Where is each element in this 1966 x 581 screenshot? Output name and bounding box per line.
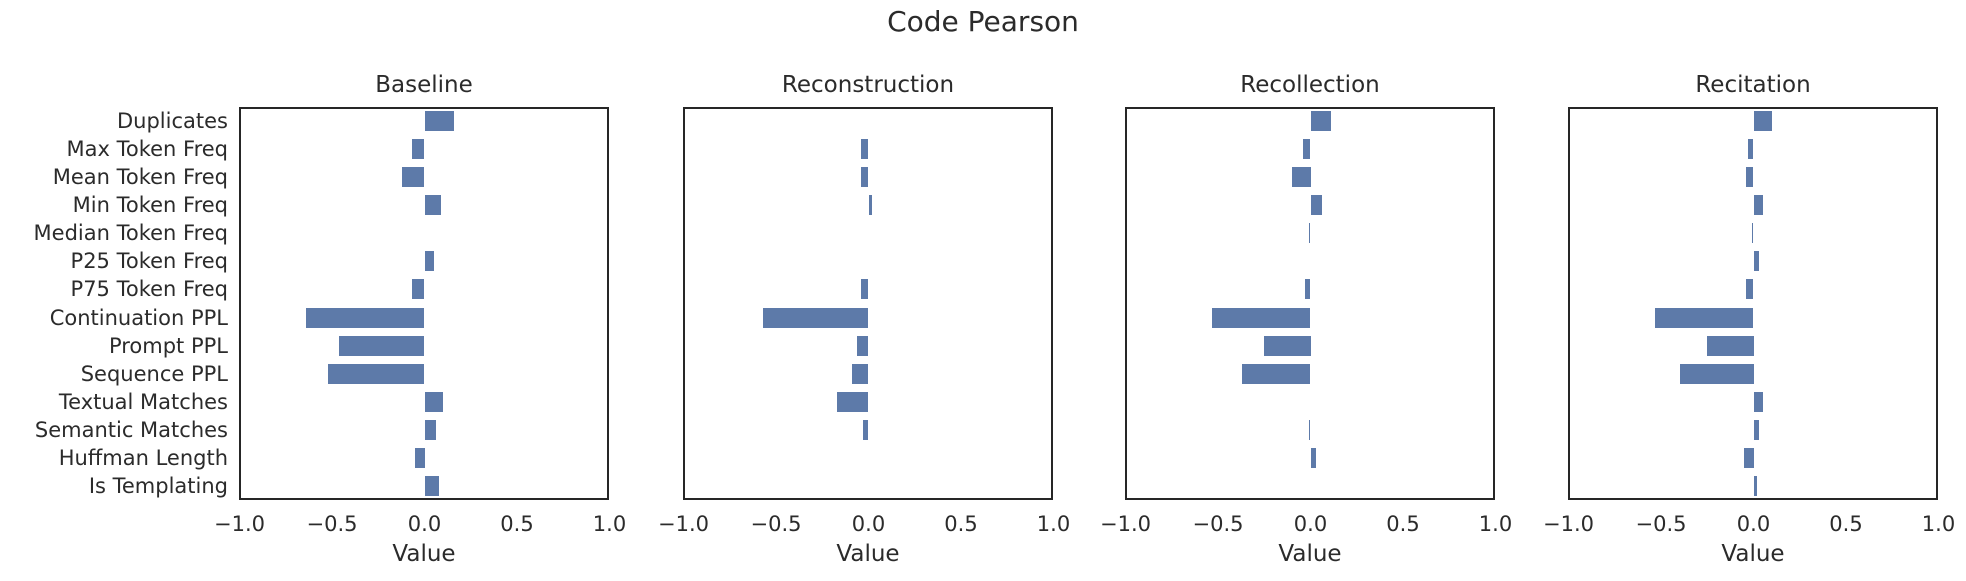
- y-tick-label: Huffman Length: [58, 445, 228, 470]
- y-tick-label: Max Token Freq: [66, 137, 229, 162]
- subplot-baseline: Baseline −1.0 −0.5 0.0 0.5 1.0 Value: [214, 0, 626, 581]
- bar-sequence-ppl: [851, 363, 869, 384]
- y-tick-label: Min Token Freq: [72, 193, 228, 218]
- y-tick-label: Duplicates: [117, 109, 228, 134]
- y-tick-label: Semantic Matches: [34, 417, 228, 442]
- x-tick-label: 1.0: [592, 512, 627, 536]
- bar-p25-token-freq: [424, 251, 434, 272]
- x-tick-label: 0.5: [1386, 512, 1420, 536]
- bar-min-token-freq: [868, 195, 873, 216]
- x-tick-label: 0.5: [500, 512, 534, 536]
- bar-min-token-freq: [1753, 195, 1763, 216]
- bar-huffman-length: [1310, 447, 1317, 468]
- y-tick-label: Sequence PPL: [80, 361, 228, 386]
- bar-p25-token-freq: [1753, 251, 1760, 272]
- x-tick-label: −1.0: [1100, 512, 1151, 536]
- bar-max-token-freq: [1303, 139, 1311, 160]
- plot-area: [1125, 107, 1495, 500]
- bar-semantic-matches: [862, 419, 869, 440]
- x-axis-label: Value: [836, 541, 900, 567]
- bar-p75-token-freq: [411, 279, 425, 300]
- subplot-title: Recitation: [1695, 72, 1811, 98]
- y-tick-label: Continuation PPL: [49, 305, 228, 330]
- bar-semantic-matches: [1753, 419, 1760, 440]
- x-tick-label: −0.5: [306, 512, 358, 536]
- bar-min-token-freq: [424, 195, 442, 216]
- bar-sequence-ppl: [1242, 363, 1311, 384]
- x-tick-label: −1.0: [1543, 512, 1594, 536]
- bar-mean-token-freq: [1746, 167, 1754, 188]
- y-tick-label: P75 Token Freq: [70, 277, 228, 302]
- bar-continuation-ppl: [1655, 307, 1754, 328]
- bar-prompt-ppl: [1264, 335, 1311, 356]
- plot-area: [239, 107, 609, 500]
- bar-semantic-matches: [1308, 419, 1311, 440]
- bar-p75-token-freq: [1746, 279, 1754, 300]
- x-tick-label: 0.5: [1829, 512, 1863, 536]
- bar-p75-token-freq: [1304, 279, 1311, 300]
- x-tick-label: 1.0: [1036, 512, 1071, 536]
- bar-mean-token-freq: [861, 167, 869, 188]
- bar-continuation-ppl: [763, 307, 869, 328]
- bar-p75-token-freq: [861, 279, 869, 300]
- x-tick-label: 0.0: [1293, 512, 1328, 536]
- bar-min-token-freq: [1310, 195, 1322, 216]
- subplot-recitation: Recitation −1.0 −0.5 0.0 0.5 1.0 Value: [1543, 0, 1955, 581]
- bar-median-token-freq: [1751, 223, 1754, 244]
- bar-duplicates: [1753, 111, 1772, 132]
- x-tick-label: −0.5: [1635, 512, 1687, 536]
- bar-duplicates: [424, 111, 455, 132]
- bar-textual-matches: [424, 391, 443, 412]
- x-tick-label: −0.5: [1192, 512, 1244, 536]
- x-tick-label: 1.0: [1921, 512, 1956, 536]
- y-tick-label: P25 Token Freq: [70, 249, 228, 274]
- bar-max-token-freq: [1747, 139, 1754, 160]
- y-tick-label: Textual Matches: [58, 389, 228, 414]
- bar-max-token-freq: [411, 139, 425, 160]
- y-tick-label: Median Token Freq: [33, 221, 228, 246]
- y-tick-label: Prompt PPL: [108, 333, 228, 358]
- bar-mean-token-freq: [1292, 167, 1311, 188]
- bar-continuation-ppl: [306, 307, 425, 328]
- bar-semantic-matches: [424, 419, 436, 440]
- bar-median-token-freq: [1308, 223, 1311, 244]
- x-tick-label: 1.0: [1478, 512, 1513, 536]
- x-tick-label: −1.0: [658, 512, 709, 536]
- y-tick-label: Is Templating: [88, 473, 228, 498]
- bar-huffman-length: [1744, 447, 1754, 468]
- bar-prompt-ppl: [857, 335, 869, 356]
- x-tick-label: 0.5: [944, 512, 978, 536]
- subplot-title: Baseline: [375, 72, 473, 98]
- x-tick-label: −0.5: [750, 512, 802, 536]
- y-tick-label: Mean Token Freq: [52, 165, 228, 190]
- plot-area: [683, 107, 1053, 500]
- subplot-title: Recollection: [1240, 72, 1380, 98]
- bar-sequence-ppl: [1679, 363, 1754, 384]
- bar-max-token-freq: [861, 139, 869, 160]
- bar-sequence-ppl: [328, 363, 425, 384]
- x-axis-label: Value: [1278, 541, 1342, 567]
- bar-is-templating: [1753, 475, 1758, 496]
- bar-duplicates: [1310, 111, 1331, 132]
- x-tick-label: 0.0: [407, 512, 442, 536]
- chart-title: Code Pearson: [887, 5, 1079, 38]
- subplot-recollection: Recollection −1.0 −0.5 0.0 0.5 1.0 Value: [1100, 0, 1512, 581]
- subplot-reconstruction: Reconstruction −1.0 −0.5 0.0 0.5 1.0 Value: [658, 0, 1070, 581]
- x-tick-label: 0.0: [1736, 512, 1771, 536]
- bar-textual-matches: [1753, 391, 1763, 412]
- bar-huffman-length: [415, 447, 425, 468]
- x-axis-label: Value: [1721, 541, 1785, 567]
- x-tick-label: −1.0: [214, 512, 265, 536]
- bar-is-templating: [424, 475, 440, 496]
- x-tick-label: 0.0: [851, 512, 886, 536]
- bar-continuation-ppl: [1212, 307, 1311, 328]
- subplot-title: Reconstruction: [781, 72, 955, 98]
- bar-textual-matches: [837, 391, 869, 412]
- bar-prompt-ppl: [1707, 335, 1754, 356]
- x-axis-label: Value: [392, 541, 456, 567]
- bar-mean-token-freq: [402, 167, 425, 188]
- plot-area: [1568, 107, 1938, 500]
- bar-prompt-ppl: [339, 335, 425, 356]
